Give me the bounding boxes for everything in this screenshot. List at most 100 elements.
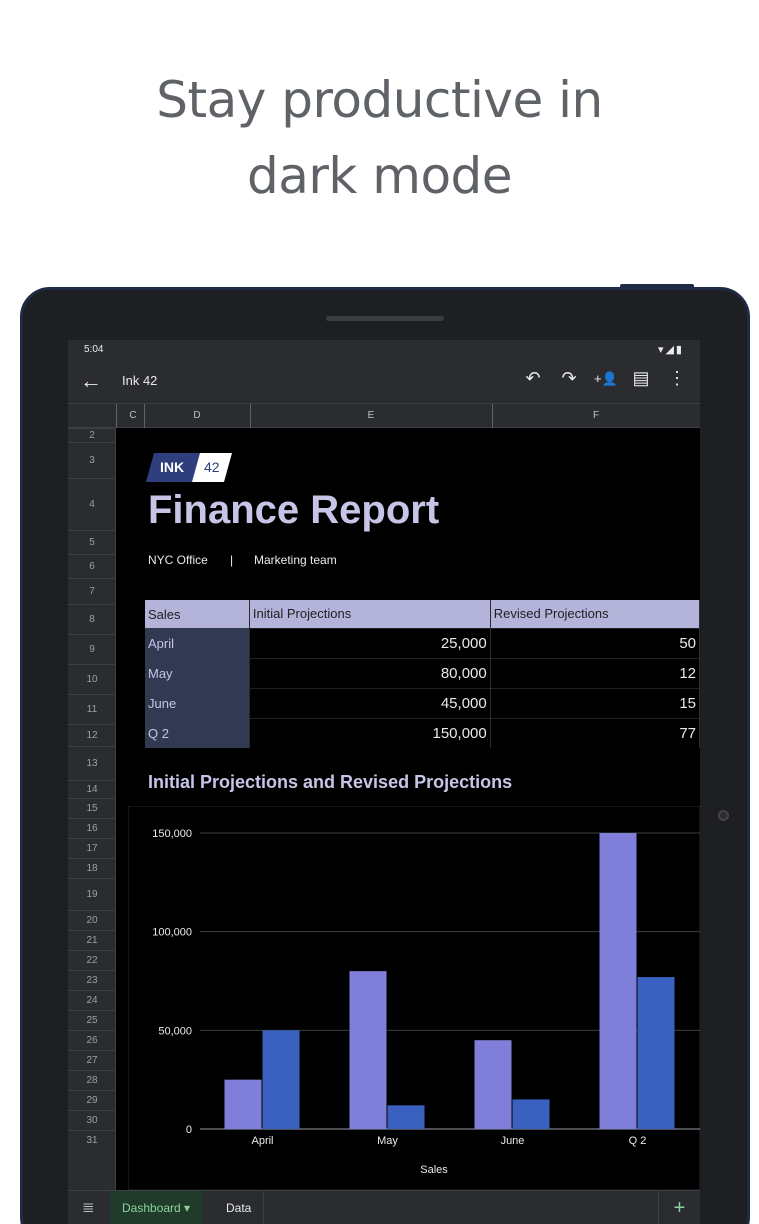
- row-header[interactable]: 21: [68, 930, 116, 950]
- camera-icon: [718, 810, 729, 821]
- sheet-area[interactable]: INK 42 Finance Report NYC Office | Marke…: [116, 428, 700, 1190]
- app-bar: ← Ink 42 ↶ ↷ +👤 ▤ ⋮: [68, 360, 700, 403]
- back-arrow-icon[interactable]: ←: [80, 368, 102, 393]
- row-header[interactable]: 23: [68, 970, 116, 990]
- row-header[interactable]: 6: [68, 554, 116, 578]
- row-header[interactable]: 16: [68, 818, 116, 838]
- table-row: June 45,000 15: [145, 687, 700, 718]
- table-row: Q 2 150,000 77: [145, 717, 700, 748]
- y-tick-label: 100,000: [152, 927, 192, 939]
- headline: Stay productive in dark mode: [0, 62, 759, 214]
- speaker-grille: [326, 316, 444, 321]
- column-header-bar: C D E F: [68, 403, 700, 429]
- table-cell[interactable]: 150,000: [249, 717, 491, 748]
- row-header[interactable]: 29: [68, 1090, 116, 1110]
- chart-title: Initial Projections and Revised Projecti…: [148, 772, 513, 792]
- row-header[interactable]: 12: [68, 724, 116, 746]
- team-label: Marketing team: [254, 553, 337, 567]
- undo-icon[interactable]: ↶: [525, 368, 541, 388]
- table-cell[interactable]: 80,000: [249, 657, 491, 688]
- document-title[interactable]: Ink 42: [122, 373, 158, 388]
- row-header[interactable]: 13: [68, 746, 116, 780]
- more-options-icon[interactable]: ⋮: [668, 368, 686, 388]
- column-header-c[interactable]: C: [129, 410, 137, 421]
- row-header[interactable]: 26: [68, 1030, 116, 1050]
- row-header[interactable]: 25: [68, 1010, 116, 1030]
- status-bar: 5:04 ▾◢▮: [68, 340, 700, 360]
- subtitle-divider: |: [230, 553, 234, 567]
- bar-initial: [349, 971, 387, 1129]
- toolbar-actions: ↶ ↷ +👤 ▤ ⋮: [522, 368, 688, 390]
- row-header[interactable]: 14: [68, 780, 116, 798]
- table-header-cell[interactable]: Revised Projections: [490, 600, 700, 628]
- row-header[interactable]: 3: [68, 442, 116, 478]
- row-header[interactable]: 19: [68, 878, 116, 910]
- report-title: Finance Report: [148, 488, 440, 532]
- redo-icon[interactable]: ↷: [561, 368, 577, 388]
- row-header[interactable]: 5: [68, 530, 116, 554]
- row-header[interactable]: 28: [68, 1070, 116, 1090]
- row-header[interactable]: 30: [68, 1110, 116, 1130]
- y-tick-label: 150,000: [152, 828, 192, 840]
- row-header[interactable]: 7: [68, 578, 116, 604]
- row-header[interactable]: 11: [68, 694, 116, 724]
- row-header[interactable]: 10: [68, 664, 116, 694]
- row-header[interactable]: 31: [68, 1130, 116, 1150]
- table-header-cell[interactable]: Initial Projections: [249, 600, 491, 628]
- row-header[interactable]: 9: [68, 634, 116, 664]
- x-tick-label: Q 2: [629, 1135, 647, 1147]
- table-cell[interactable]: 15: [490, 687, 700, 718]
- row-header[interactable]: 17: [68, 838, 116, 858]
- logo-left: INK: [146, 453, 202, 482]
- bar-revised: [637, 977, 675, 1129]
- table-cell[interactable]: 45,000: [249, 687, 491, 718]
- column-header-d[interactable]: D: [193, 410, 201, 421]
- y-tick-label: 0: [186, 1124, 192, 1136]
- table-cell[interactable]: 50: [490, 627, 700, 658]
- row-header[interactable]: 15: [68, 798, 116, 818]
- table-cell[interactable]: 25,000: [249, 627, 491, 658]
- all-sheets-menu-icon[interactable]: ≣: [82, 1199, 95, 1216]
- table-cell[interactable]: June: [145, 688, 250, 718]
- status-time: 5:04: [84, 344, 104, 355]
- x-tick-label: May: [377, 1135, 398, 1147]
- table-row: April 25,000 50: [145, 627, 700, 658]
- x-axis-label: Sales: [420, 1164, 448, 1176]
- sales-table: Sales Initial Projections Revised Projec…: [145, 600, 700, 748]
- bar-initial: [599, 833, 637, 1129]
- add-sheet-icon[interactable]: +: [658, 1191, 700, 1224]
- table-cell[interactable]: Q 2: [145, 718, 250, 748]
- tab-data[interactable]: Data: [214, 1191, 265, 1224]
- row-header[interactable]: 27: [68, 1050, 116, 1070]
- headline-line-1: Stay productive in: [156, 71, 603, 129]
- x-tick-label: April: [251, 1135, 273, 1147]
- row-header[interactable]: 22: [68, 950, 116, 970]
- add-person-icon[interactable]: +👤: [594, 371, 618, 386]
- table-cell[interactable]: 77: [490, 717, 700, 748]
- y-tick-label: 50,000: [158, 1025, 192, 1037]
- table-cell[interactable]: May: [145, 658, 250, 688]
- row-header-bar: 2 3 4 5 6 7 8 9 10 11 12 13 14 15 16 17 18 19 20 21 22 23 24 25…: [68, 428, 116, 1190]
- row-header[interactable]: 2: [68, 428, 116, 442]
- bar-chart[interactable]: 0 50,000 100,000 150,000 April May June Q 2 Sale…: [128, 806, 700, 1190]
- column-header-e[interactable]: E: [367, 410, 375, 421]
- column-header-f[interactable]: F: [592, 410, 600, 421]
- bar-revised: [387, 1105, 425, 1129]
- row-header[interactable]: 18: [68, 858, 116, 878]
- sheet-tab-bar: ≣ Dashboard ▾ Data +: [68, 1190, 700, 1224]
- table-header-cell[interactable]: Sales: [145, 600, 250, 628]
- x-tick-label: June: [501, 1135, 525, 1147]
- table-cell[interactable]: April: [145, 628, 250, 658]
- table-cell[interactable]: 12: [490, 657, 700, 688]
- row-header[interactable]: 24: [68, 990, 116, 1010]
- tab-dashboard[interactable]: Dashboard ▾: [110, 1191, 203, 1224]
- row-header[interactable]: 4: [68, 478, 116, 530]
- comment-icon[interactable]: ▤: [632, 368, 650, 388]
- row-header[interactable]: 8: [68, 604, 116, 634]
- bar-revised: [262, 1030, 300, 1129]
- bar-revised: [512, 1099, 550, 1129]
- row-header[interactable]: 20: [68, 910, 116, 930]
- chart-canvas: 0 50,000 100,000 150,000 April May June Q 2 Sale…: [128, 806, 700, 1190]
- power-button: [620, 284, 694, 288]
